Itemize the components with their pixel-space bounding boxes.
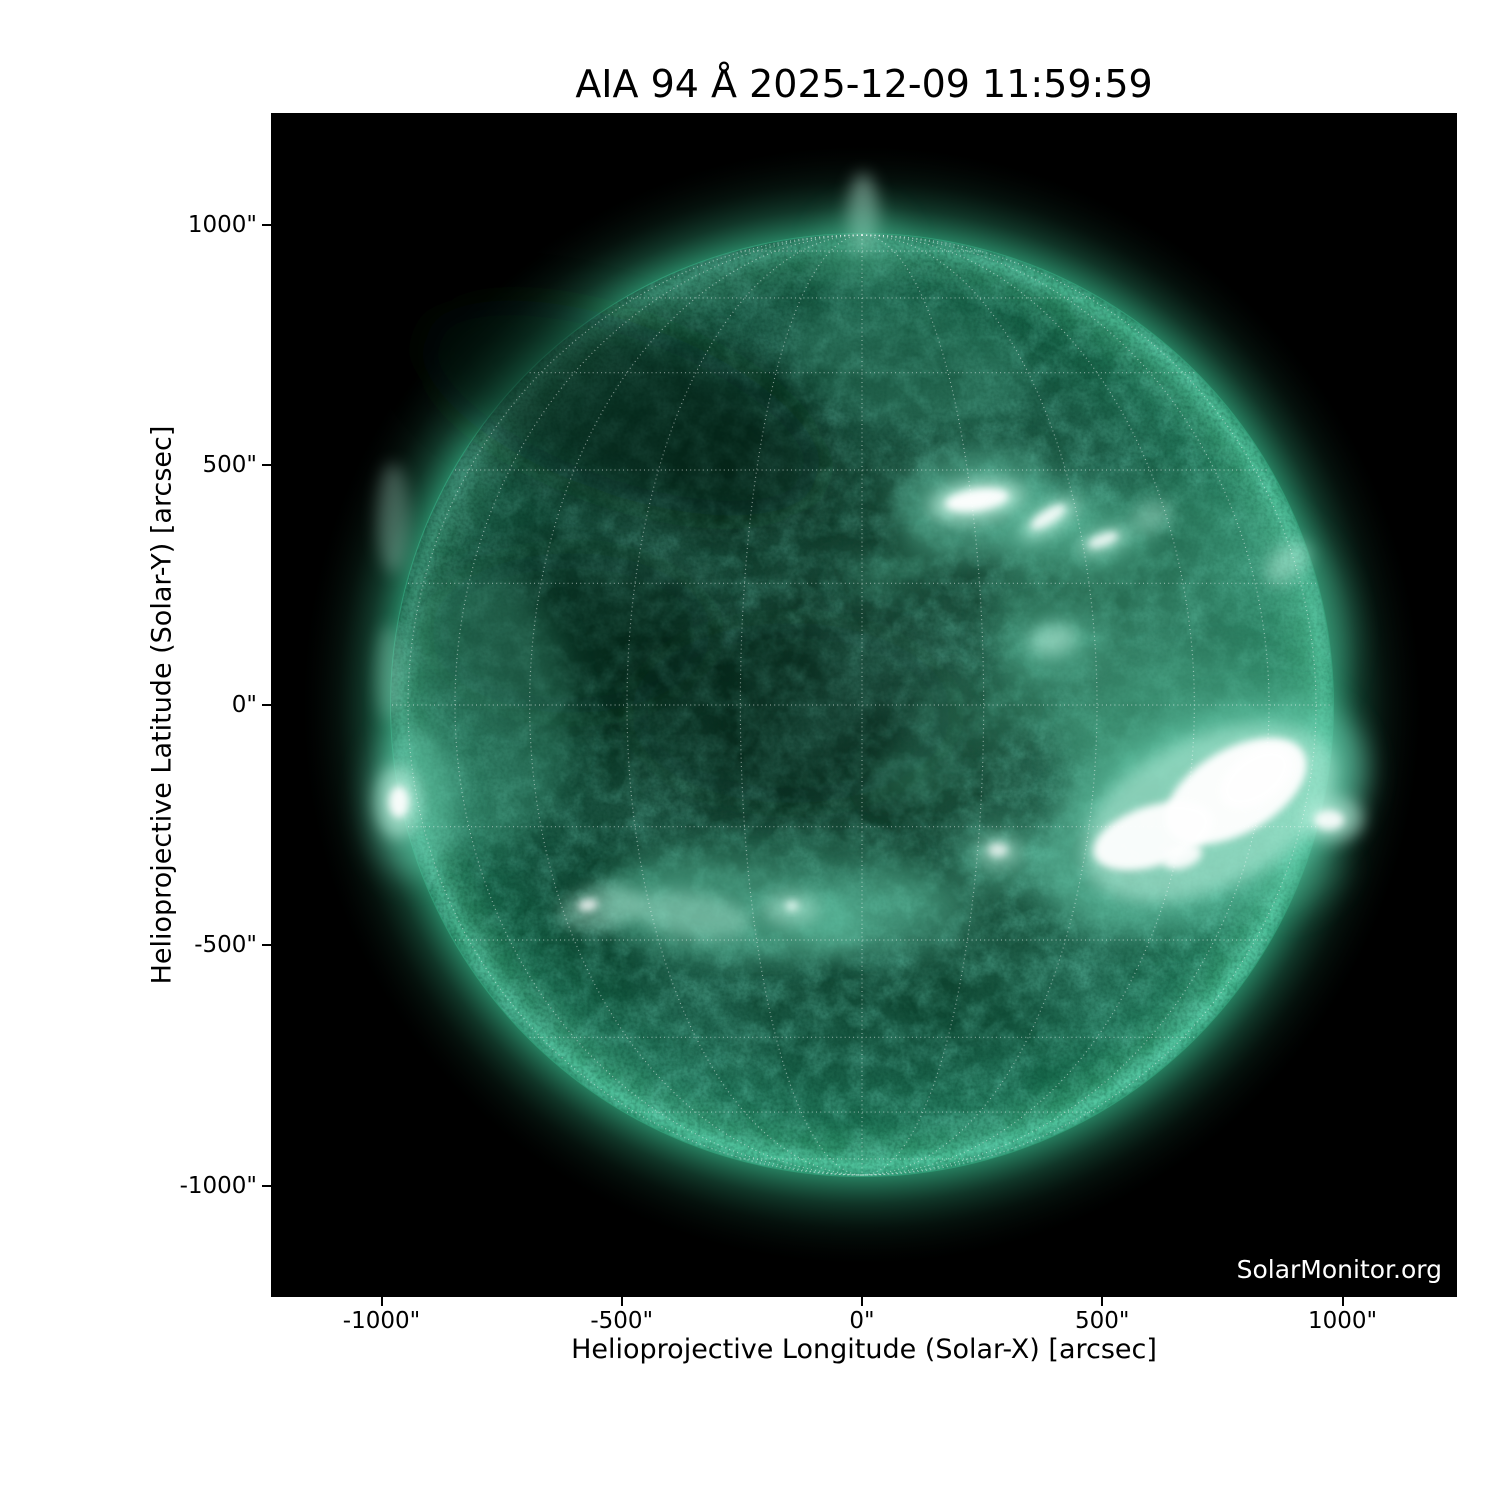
x-tick-label: 0" — [849, 1308, 875, 1334]
x-axis-label: Helioprojective Longitude (Solar-X) [arc… — [571, 1334, 1157, 1365]
x-tick-label: 500" — [1075, 1308, 1130, 1334]
active-region — [1163, 844, 1203, 870]
grid-line — [454, 234, 863, 1176]
active-region — [1030, 504, 1066, 530]
y-tick-label: 1000" — [187, 211, 257, 238]
y-tick-mark — [262, 704, 271, 706]
x-tick-mark — [620, 1297, 623, 1306]
active-region — [1314, 810, 1344, 830]
grid-line — [626, 234, 863, 1176]
grid-line — [529, 234, 863, 1176]
y-axis-label: Helioprojective Latitude (Solar-Y) [arcs… — [146, 425, 178, 985]
active-region — [1029, 624, 1077, 656]
grid-line — [861, 234, 1195, 1176]
y-tick-label: 0" — [231, 692, 257, 718]
x-tick-label: -500" — [590, 1308, 654, 1334]
active-region — [631, 891, 751, 939]
active-regions-layer — [368, 173, 1366, 963]
grid-line — [861, 234, 1270, 1176]
active-region — [792, 300, 1030, 426]
dim-corona-region — [631, 623, 951, 803]
active-region — [763, 893, 819, 925]
y-tick-mark — [262, 944, 271, 947]
y-tick-label: -500" — [194, 932, 257, 959]
x-tick-mark — [1341, 1297, 1344, 1306]
plot-title: AIA 94 Å 2025-12-09 11:59:59 — [575, 62, 1153, 106]
x-tick-mark — [380, 1297, 383, 1306]
active-region — [788, 872, 978, 958]
solar-disk-image — [302, 145, 1422, 1265]
active-region — [389, 786, 409, 818]
x-tick-mark — [861, 1297, 863, 1306]
active-region — [1278, 853, 1344, 913]
dim-corona-region — [421, 300, 821, 516]
active-region — [945, 488, 1009, 512]
grid-line — [861, 234, 1098, 1176]
x-tick-label: -1000" — [342, 1308, 421, 1334]
y-tick-mark — [262, 223, 271, 226]
active-region — [844, 550, 942, 592]
heliographic-grid — [392, 234, 1332, 1176]
plot-area: SolarMonitor.org — [271, 113, 1457, 1297]
active-region — [911, 678, 1031, 748]
y-tick-mark — [262, 1184, 271, 1187]
active-region — [869, 752, 959, 800]
active-region — [988, 843, 1008, 857]
y-tick-label: -1000" — [179, 1172, 257, 1199]
active-region — [377, 463, 409, 573]
active-region — [559, 885, 643, 931]
active-region — [578, 898, 598, 912]
y-tick-mark — [262, 463, 271, 466]
x-tick-mark — [1101, 1297, 1104, 1306]
x-tick-label: 1000" — [1307, 1308, 1378, 1334]
active-region — [818, 208, 908, 288]
active-region — [1220, 747, 1292, 809]
active-region — [376, 625, 402, 721]
watermark-solarmonitor: SolarMonitor.org — [1236, 1255, 1442, 1284]
y-tick-label: 500" — [202, 451, 257, 478]
active-region — [1087, 532, 1119, 548]
